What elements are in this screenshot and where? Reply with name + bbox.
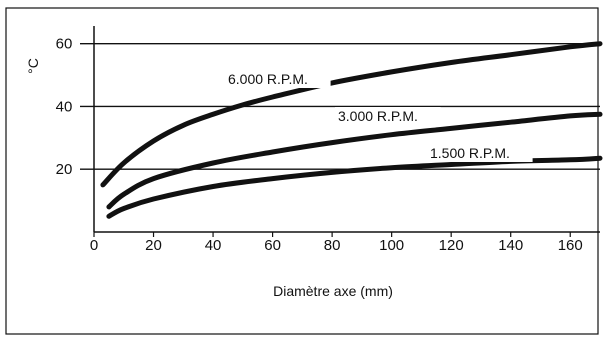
x-tick-label: 80 (324, 237, 341, 254)
series-line-1 (106, 111, 603, 210)
x-tick-label: 120 (439, 237, 464, 254)
x-tick-label: 20 (145, 237, 162, 254)
series-line-0 (100, 41, 603, 188)
series-label-0: 6.000 R.P.M. (228, 71, 308, 87)
x-tick-label: 40 (205, 237, 222, 254)
y-tick-label: 40 (56, 98, 73, 115)
x-tick-label: 140 (498, 237, 523, 254)
y-tick-labels: 20 40 60 (56, 36, 73, 179)
series-label-background (335, 107, 441, 125)
y-tick-label: 20 (56, 161, 73, 178)
series-lines (100, 41, 603, 219)
series-line-2 (106, 155, 603, 219)
axes (93, 26, 600, 237)
series-label-2: 1.500 R.P.M. (430, 145, 510, 161)
series-label-1: 3.000 R.P.M. (338, 108, 418, 124)
x-tick-label: 60 (264, 237, 281, 254)
y-tick-label: 60 (56, 36, 73, 53)
x-tick-labels: 0 20 40 60 80 100 120 140 160 (90, 237, 583, 254)
y-axis-label: °C (25, 58, 41, 74)
x-tick-label: 100 (379, 237, 404, 254)
series-label-background (427, 144, 533, 162)
series-labels: 6.000 R.P.M. 3.000 R.P.M. 1.500 R.P.M. (225, 70, 533, 162)
x-tick-label: 0 (90, 237, 98, 254)
x-axis-label: Diamètre axe (mm) (273, 283, 393, 299)
chart-frame (5, 7, 599, 335)
x-tick-label: 160 (558, 237, 583, 254)
series-label-background (225, 70, 331, 88)
